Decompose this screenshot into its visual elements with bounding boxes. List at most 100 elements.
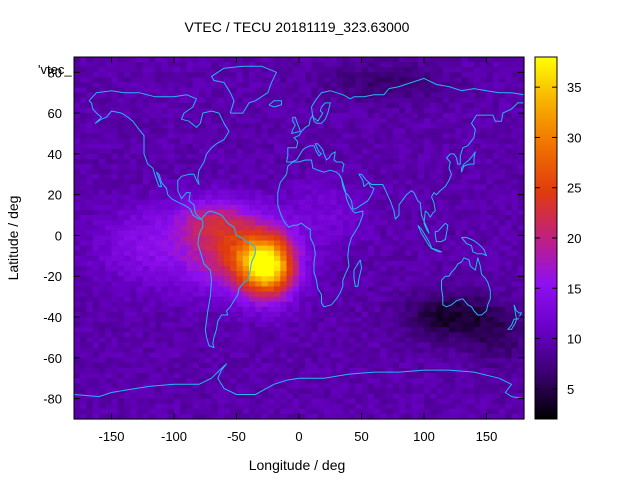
heatmap-cell: [324, 362, 331, 369]
heatmap-cell: [311, 118, 319, 124]
heatmap-cell: [242, 215, 250, 221]
heatmap-cell: [174, 230, 181, 237]
heatmap-cell: [511, 164, 519, 170]
heatmap-cell: [136, 67, 144, 73]
heatmap-cell: [411, 174, 419, 180]
heatmap-cell: [230, 118, 238, 124]
heatmap-cell: [467, 357, 475, 364]
heatmap-cell: [361, 255, 369, 262]
heatmap-cell: [167, 230, 175, 237]
heatmap-cell: [111, 209, 119, 216]
heatmap-cell: [249, 352, 256, 359]
heatmap-cell: [511, 260, 519, 267]
heatmap-cell: [217, 255, 225, 262]
heatmap-cell: [461, 77, 469, 84]
heatmap-cell: [449, 286, 456, 293]
heatmap-cell: [105, 347, 113, 354]
heatmap-cell: [192, 408, 200, 415]
heatmap-cell: [436, 296, 444, 303]
heatmap-cell: [517, 215, 525, 221]
heatmap-cell: [430, 225, 438, 231]
heatmap-cell: [324, 113, 331, 119]
heatmap-cell: [92, 260, 100, 267]
heatmap-cell: [274, 255, 281, 262]
heatmap-cell: [167, 240, 175, 247]
heatmap-cell: [417, 97, 425, 104]
heatmap-cell: [80, 311, 88, 318]
heatmap-cell: [211, 311, 219, 318]
heatmap-cell: [455, 164, 463, 170]
heatmap-cell: [349, 82, 356, 89]
heatmap-cell: [261, 266, 269, 272]
heatmap-cell: [342, 281, 350, 288]
heatmap-cell: [355, 378, 363, 384]
heatmap-cell: [499, 153, 506, 160]
heatmap-cell: [117, 362, 125, 369]
heatmap-cell: [349, 215, 356, 221]
heatmap-cell: [436, 87, 444, 94]
heatmap-cell: [136, 113, 144, 119]
heatmap-cell: [180, 266, 188, 272]
heatmap-cell: [130, 123, 138, 129]
heatmap-cell: [355, 62, 363, 68]
heatmap-cell: [311, 235, 319, 242]
heatmap-cell: [336, 240, 344, 247]
heatmap-cell: [292, 72, 300, 78]
heatmap-cell: [80, 133, 88, 140]
heatmap-cell: [492, 403, 500, 410]
heatmap-cell: [349, 317, 356, 323]
heatmap-cell: [199, 286, 206, 293]
heatmap-cell: [417, 113, 425, 119]
heatmap-cell: [80, 199, 88, 206]
heatmap-cell: [217, 204, 225, 211]
heatmap-cell: [317, 169, 325, 175]
heatmap-cell: [249, 311, 256, 318]
heatmap-cell: [299, 184, 306, 191]
heatmap-cell: [330, 342, 338, 349]
heatmap-cell: [380, 57, 388, 63]
heatmap-cell: [142, 306, 150, 313]
heatmap-cell: [374, 266, 381, 272]
heatmap-cell: [142, 393, 150, 400]
heatmap-cell: [405, 291, 413, 298]
heatmap-cell: [517, 118, 525, 124]
heatmap-cell: [449, 194, 456, 201]
heatmap-cell: [117, 408, 125, 415]
heatmap-cell: [174, 92, 181, 99]
heatmap-cell: [449, 306, 456, 313]
heatmap-cell: [167, 72, 175, 78]
heatmap-cell: [399, 143, 406, 150]
heatmap-cell: [317, 245, 325, 252]
heatmap-cell: [380, 138, 388, 145]
heatmap-cell: [136, 286, 144, 293]
heatmap-cell: [155, 276, 163, 282]
heatmap-cell: [80, 301, 88, 308]
heatmap-cell: [499, 133, 506, 140]
heatmap-cell: [349, 332, 356, 339]
heatmap-cell: [392, 245, 400, 252]
heatmap-cell: [124, 77, 131, 84]
heatmap-cell: [224, 230, 231, 237]
heatmap-cell: [130, 102, 138, 109]
heatmap-cell: [217, 342, 225, 349]
heatmap-cell: [305, 179, 313, 186]
heatmap-cell: [492, 82, 500, 89]
heatmap-cell: [242, 153, 250, 160]
heatmap-cell: [355, 199, 363, 206]
heatmap-cell: [292, 271, 300, 277]
heatmap-cell: [424, 347, 431, 354]
heatmap-cell: [124, 378, 131, 384]
heatmap-cell: [124, 204, 131, 211]
heatmap-cell: [261, 220, 269, 226]
heatmap-cell: [386, 158, 394, 165]
heatmap-cell: [380, 378, 388, 384]
heatmap-cell: [386, 62, 394, 68]
heatmap-cell: [167, 306, 175, 313]
heatmap-cell: [211, 327, 219, 333]
heatmap-cell: [142, 118, 150, 124]
heatmap-cell: [511, 158, 519, 165]
heatmap-cell: [511, 133, 519, 140]
heatmap-cell: [180, 276, 188, 282]
heatmap-cell: [317, 225, 325, 231]
heatmap-cell: [105, 342, 113, 349]
